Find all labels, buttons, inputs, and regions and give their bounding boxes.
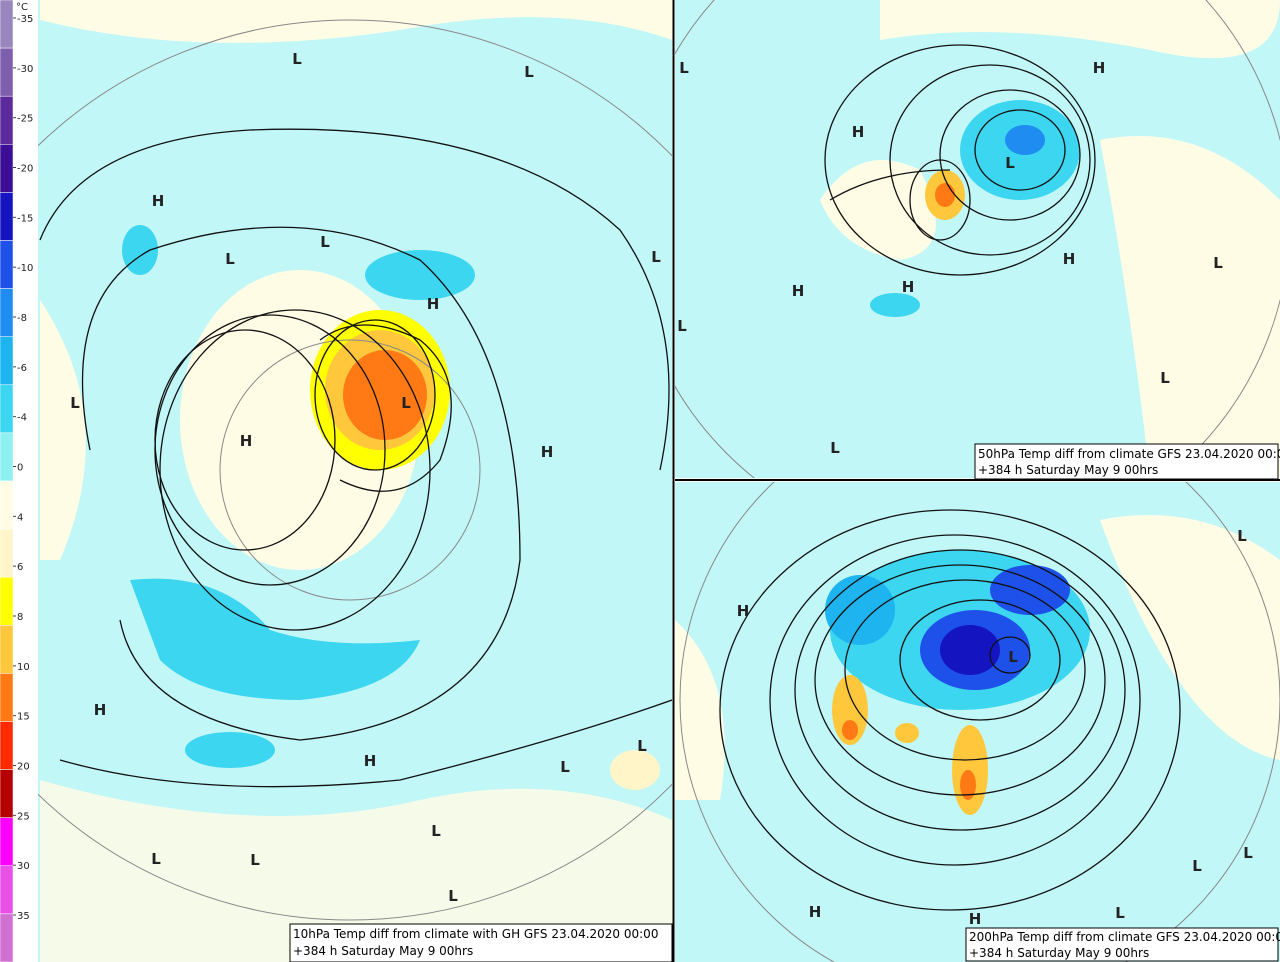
caption-line: +384 h Saturday May 9 00hrs bbox=[969, 946, 1149, 960]
marker: L bbox=[1243, 844, 1253, 862]
marker: H bbox=[364, 752, 377, 770]
colorbar-swatch bbox=[0, 192, 14, 241]
colorbar-label: 35 bbox=[17, 911, 30, 922]
marker: H bbox=[809, 903, 822, 921]
colorbar-swatch bbox=[0, 288, 14, 337]
marker: L bbox=[830, 439, 840, 457]
caption-line: 10hPa Temp diff from climate with GH GFS… bbox=[293, 927, 658, 941]
marker: L bbox=[292, 50, 302, 68]
marker: L bbox=[1192, 857, 1202, 875]
colorbar-label: 20 bbox=[17, 762, 30, 773]
colorbar-label: -6 bbox=[17, 363, 27, 374]
colorbar-unit: °C bbox=[16, 2, 28, 13]
colorbar-label: -35 bbox=[17, 14, 33, 25]
colorbar-swatch bbox=[0, 336, 14, 386]
marker: L bbox=[524, 63, 534, 81]
marker: L bbox=[151, 850, 161, 868]
colorbar-label: -15 bbox=[17, 213, 33, 224]
marker: L bbox=[637, 737, 647, 755]
colorbar-label: 25 bbox=[17, 811, 30, 822]
colorbar-swatch bbox=[0, 240, 14, 289]
colorbar-swatch bbox=[0, 480, 14, 530]
colorbar-label: -20 bbox=[17, 164, 33, 175]
marker: L bbox=[448, 887, 458, 905]
marker: L bbox=[560, 758, 570, 776]
colorbar-label: 10 bbox=[17, 662, 30, 673]
colorbar-label: 30 bbox=[17, 861, 30, 872]
marker: H bbox=[240, 432, 253, 450]
colorbar-label: -4 bbox=[17, 413, 27, 424]
colorbar-label: -8 bbox=[17, 313, 27, 324]
colorbar-label: 6 bbox=[17, 562, 23, 573]
colorbar-label: 8 bbox=[17, 612, 23, 623]
marker: L bbox=[431, 822, 441, 840]
colorbar-swatch bbox=[0, 47, 14, 97]
marker: H bbox=[541, 443, 554, 461]
marker: H bbox=[737, 602, 750, 620]
marker: L bbox=[1115, 904, 1125, 922]
marker: H bbox=[1093, 59, 1106, 77]
marker: H bbox=[152, 192, 165, 210]
marker: H bbox=[94, 701, 107, 719]
marker: L bbox=[320, 233, 330, 251]
marker: H bbox=[852, 123, 865, 141]
marker: L bbox=[250, 851, 260, 869]
colorbar-swatch bbox=[0, 0, 14, 49]
marker: L bbox=[70, 394, 80, 412]
colorbar-swatch bbox=[0, 384, 14, 434]
colorbar-swatch bbox=[0, 769, 14, 818]
marker: L bbox=[677, 317, 687, 335]
caption-200hpa: 200hPa Temp diff from climate GFS 23.04.… bbox=[965, 927, 1280, 962]
marker: L bbox=[679, 59, 689, 77]
marker: H bbox=[1063, 250, 1076, 268]
panel-200hpa bbox=[675, 482, 1280, 962]
colorbar-swatch bbox=[0, 576, 14, 626]
colorbar: °C-35 -30 -25 -20 -15 -10 -8 -6 -4 0 4 6 8 10 15 20 25 30… bbox=[0, 0, 38, 962]
colorbar-swatch bbox=[0, 625, 14, 674]
colorbar-swatch bbox=[0, 817, 14, 867]
marker: L bbox=[225, 250, 235, 268]
marker: L bbox=[401, 394, 411, 412]
marker: L bbox=[1237, 527, 1247, 545]
marker: L bbox=[1213, 254, 1223, 272]
marker: H bbox=[969, 910, 982, 928]
panel-50hpa bbox=[675, 0, 1280, 478]
marker: H bbox=[902, 278, 915, 296]
colorbar-label: 0 bbox=[17, 463, 23, 474]
colorbar-swatch bbox=[0, 528, 14, 578]
marker: L bbox=[1160, 369, 1170, 387]
colorbar-swatch bbox=[0, 144, 14, 193]
marker: L bbox=[651, 248, 661, 266]
colorbar-swatch bbox=[0, 95, 14, 145]
colorbar-swatch bbox=[0, 865, 14, 915]
colorbar-swatch bbox=[0, 673, 14, 722]
caption-line: +384 h Saturday May 9 00hrs bbox=[293, 944, 473, 958]
marker: H bbox=[427, 295, 440, 313]
colorbar-label: -25 bbox=[17, 114, 33, 125]
marker: L bbox=[1008, 648, 1018, 666]
caption-line: +384 h Saturday May 9 00hrs bbox=[978, 463, 1158, 477]
colorbar-label: -30 bbox=[17, 64, 33, 75]
colorbar-swatch bbox=[0, 721, 14, 770]
caption-line: 50hPa Temp diff from climate GFS 23.04.2… bbox=[978, 447, 1280, 461]
marker: H bbox=[792, 282, 805, 300]
caption-50hpa: 50hPa Temp diff from climate GFS 23.04.2… bbox=[974, 443, 1280, 480]
colorbar-swatch bbox=[0, 432, 14, 482]
pressure-markers: L L H L L L H L H L H H H L L L L L L L … bbox=[70, 50, 1253, 928]
colorbar-label: 4 bbox=[17, 512, 23, 523]
colorbar-swatch bbox=[0, 913, 14, 962]
marker: L bbox=[1005, 154, 1015, 172]
caption-line: 200hPa Temp diff from climate GFS 23.04.… bbox=[969, 930, 1280, 944]
colorbar-label: -10 bbox=[17, 263, 33, 274]
colorbar-label: 15 bbox=[17, 712, 30, 723]
panel-10hpa bbox=[38, 0, 672, 962]
caption-10hpa: 10hPa Temp diff from climate with GH GFS… bbox=[289, 923, 673, 962]
